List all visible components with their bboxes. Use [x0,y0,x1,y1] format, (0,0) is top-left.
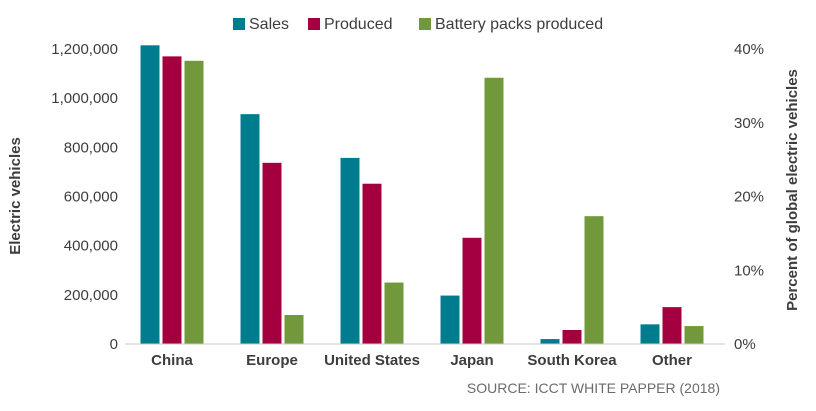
y-tick-label: 0 [110,336,118,353]
bar-produced [562,329,582,344]
x-tick-label: United States [324,352,420,369]
x-tick-label: Europe [246,352,298,369]
legend-swatch [233,18,245,30]
y2-tick-label: 30% [734,115,764,132]
x-axis-ticks: China Europe United States Japan South Korea… [151,352,692,369]
y2-tick-label: 10% [734,262,764,279]
y-tick-label: 600,000 [64,189,118,206]
bar-sales [640,324,660,344]
bars [140,45,704,345]
secondary-y-axis-ticks: 0% 10% 20% 30% 40% [734,41,764,353]
legend-label: Battery packs produced [435,16,603,33]
legend-swatch [419,18,431,30]
y2-tick-label: 0% [734,336,756,353]
y2-tick-label: 20% [734,189,764,206]
bar-battery-packs-produced [284,314,304,344]
y-tick-label: 400,000 [64,238,118,255]
y-axis-ticks: 0 200,000 400,000 600,000 800,000 1,000,000 1,… [51,41,118,353]
bar-sales [140,45,160,344]
bar-sales [540,339,560,344]
bar-produced [662,307,682,344]
bar-battery-packs-produced [184,60,204,345]
y-tick-label: 200,000 [64,287,118,304]
x-tick-label: South Korea [527,352,617,369]
y2-tick-label: 40% [734,41,764,58]
y-tick-label: 800,000 [64,139,118,156]
bar-sales [440,295,460,344]
legend-label: Produced [324,16,393,33]
y-axis-label: Electric vehicles [7,137,24,255]
bar-battery-packs-produced [484,77,504,344]
bar-sales [240,114,260,344]
source-note: SOURCE: ICCT WHITE PAPPER (2018) [467,380,720,396]
y-tick-label: 1,200,000 [51,41,118,58]
bar-produced [162,56,182,344]
bar-sales [340,157,360,344]
bar-battery-packs-produced [384,282,404,344]
bar-battery-packs-produced [584,216,604,344]
x-tick-label: Other [652,352,692,369]
bar-produced [462,237,482,344]
secondary-y-axis-label: Percent of global electric vehicles [784,69,801,311]
bar-produced [262,162,282,344]
legend-swatch [308,18,320,30]
x-tick-label: Japan [450,352,493,369]
x-tick-label: China [151,352,193,369]
legend: Sales Produced Battery packs produced [233,16,603,33]
bar-battery-packs-produced [684,326,704,344]
y-tick-label: 1,000,000 [51,90,118,107]
legend-label: Sales [249,16,289,33]
bar-produced [362,183,382,344]
